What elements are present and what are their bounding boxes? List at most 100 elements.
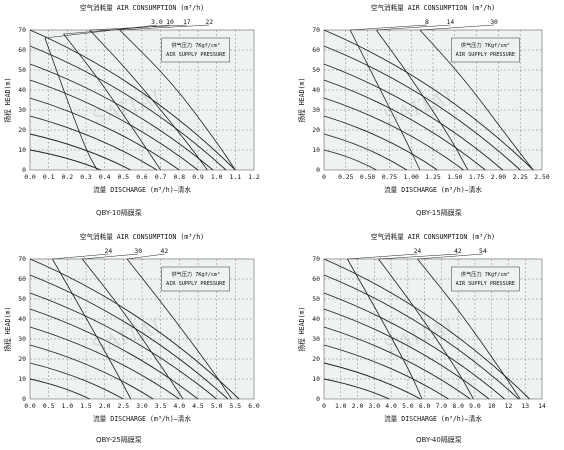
x-axis-title: 流量 DISCHARGE (m³/h)—清水 <box>384 185 482 194</box>
x-tick-label: 0.75 <box>382 173 398 181</box>
y-tick-label: 0 <box>316 166 320 174</box>
pressure-curve <box>323 274 519 400</box>
x-tick-label: 0.50 <box>360 173 376 181</box>
x-tick-label: 0 <box>322 402 326 410</box>
pressure-curve <box>29 362 124 400</box>
chart-title: 空气消耗量 AIR CONSUMPTION (m³/h) <box>371 3 495 12</box>
y-tick-label: 50 <box>312 66 320 74</box>
air-consumption-curve <box>44 37 98 171</box>
y-axis-title: 扬程 HEAD(m) <box>297 78 306 123</box>
leader-line <box>419 24 495 31</box>
x-tick-label: 1.00 <box>404 173 420 181</box>
pressure-curve <box>29 97 180 171</box>
legend-box <box>451 266 520 292</box>
y-tick-label: 40 <box>312 86 320 94</box>
air-consumption-label: 42 <box>454 247 462 255</box>
y-tick-label: 60 <box>312 275 320 283</box>
legend-text: 供气压力 7Kgf/cm² <box>171 270 220 278</box>
x-axis-title: 流量 DISCHARGE (m³/h)—清水 <box>93 185 191 194</box>
y-tick-label: 0 <box>22 166 26 174</box>
leader-line <box>44 24 157 39</box>
y-tick-label: 10 <box>312 146 320 154</box>
leader-line <box>63 24 171 35</box>
leader-line <box>378 253 458 260</box>
air-consumption-label: 3.0 <box>151 18 163 26</box>
x-tick-label: 3.0 <box>369 402 381 410</box>
pressure-curve <box>29 292 217 400</box>
pressure-curve <box>29 344 154 400</box>
x-tick-label: 6.0 <box>419 402 431 410</box>
air-consumption-label: 24 <box>105 247 113 255</box>
air-consumption-curve <box>119 29 236 171</box>
legend-text: AIR SUPPLY PRESSURE <box>166 52 225 58</box>
legend-box <box>161 37 231 63</box>
pressure-curve <box>323 133 408 171</box>
chart-title: 空气消耗量 AIR CONSUMPTION (m³/h) <box>80 3 204 12</box>
x-tick-label: 1.75 <box>469 173 485 181</box>
x-tick-label: 1.1 <box>230 173 242 181</box>
x-tick-label: 1.0 <box>335 402 347 410</box>
pressure-curve <box>323 115 438 171</box>
y-tick-label: 40 <box>18 315 26 323</box>
air-consumption-curve <box>417 258 521 400</box>
air-consumption-curve <box>349 29 421 171</box>
y-tick-label: 20 <box>312 126 320 134</box>
leader-line <box>82 253 139 260</box>
x-tick-label: 9.0 <box>469 402 481 410</box>
legend-text: 供气压力 7Kgf/cm² <box>461 41 510 49</box>
pressure-curve <box>29 115 158 171</box>
y-tick-label: 50 <box>18 295 26 303</box>
x-tick-label: 5.0 <box>402 402 414 410</box>
pressure-curve <box>29 29 236 171</box>
y-tick-label: 70 <box>18 26 26 34</box>
x-tick-label: 0.0 <box>24 402 36 410</box>
air-consumption-label: 22 <box>205 18 213 26</box>
x-tick-label: 1.25 <box>425 173 441 181</box>
x-tick-label: 0.9 <box>192 173 204 181</box>
x-tick-label: 14 <box>538 402 546 410</box>
y-tick-label: 30 <box>18 106 26 114</box>
chart-panel-qby10: SAITAI 0.0 0.1 0.2 0.3 0.4 0.5 0.6 0.7 0.8 0.9 1.0 1… <box>0 0 270 222</box>
leader-line <box>347 253 418 260</box>
air-consumption-label: 30 <box>490 18 498 26</box>
x-tick-label: 4.0 <box>174 402 186 410</box>
x-tick-label: 2.0 <box>99 402 111 410</box>
x-tick-label: 13 <box>521 402 529 410</box>
pressure-curve <box>323 29 534 171</box>
x-tick-label: 1.2 <box>248 173 260 181</box>
pressure-curve <box>29 378 90 400</box>
x-tick-label: 3.0 <box>136 402 148 410</box>
x-tick-label: 3.5 <box>155 402 167 410</box>
legend-box <box>451 37 520 63</box>
air-consumption-label: 14 <box>447 18 455 26</box>
pressure-curve <box>323 63 504 171</box>
y-tick-label: 60 <box>312 46 320 54</box>
y-tick-label: 20 <box>18 355 26 363</box>
chart-panel-qby40: SAITAI 0 1.0 2.0 3.0 4.0 5.0 6.0 7.0 8.0 9.0 10 12 13… <box>290 225 564 450</box>
pressure-curve <box>29 308 199 400</box>
x-tick-label: 4.5 <box>192 402 204 410</box>
y-tick-label: 10 <box>18 375 26 383</box>
x-tick-label: 12 <box>505 402 513 410</box>
leader-line <box>127 253 165 260</box>
chart-caption: QBY-10隔膜泵 <box>96 209 142 217</box>
leader-line <box>417 253 483 260</box>
x-tick-label: 1.50 <box>447 173 463 181</box>
x-tick-label: 0.0 <box>24 173 36 181</box>
air-consumption-curve <box>89 29 208 171</box>
x-tick-label: 2.00 <box>491 173 507 181</box>
pressure-curve <box>323 378 390 400</box>
pressure-curve <box>323 362 421 400</box>
y-tick-label: 30 <box>312 335 320 343</box>
x-tick-label: 1.5 <box>80 402 92 410</box>
y-tick-label: 60 <box>18 46 26 54</box>
pressure-curve <box>323 258 530 400</box>
air-consumption-label: 42 <box>161 247 169 255</box>
x-tick-label: 0.5 <box>118 173 130 181</box>
y-tick-label: 50 <box>312 295 320 303</box>
air-consumption-curve <box>52 258 132 400</box>
chart-caption: QBY-40隔膜泵 <box>416 436 462 444</box>
